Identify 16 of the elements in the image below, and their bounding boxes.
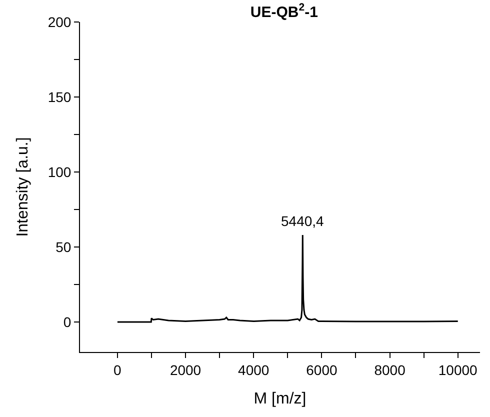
- x-tick-label: 6000: [306, 362, 338, 378]
- y-tick-label: 50: [56, 238, 72, 255]
- annotation: 5440,4: [281, 213, 324, 229]
- line-series: [116, 234, 459, 323]
- y-tick-label: 100: [48, 164, 72, 180]
- x-tick-label: 4000: [238, 362, 270, 378]
- y-tick-label: 0: [63, 314, 72, 330]
- x-tick-label: 0: [114, 362, 122, 378]
- x-tick-label: 8000: [374, 362, 406, 378]
- y-tick-label: 150: [48, 88, 72, 105]
- x-tick-label: 10000: [438, 362, 478, 378]
- x-tick-label: 2000: [170, 362, 202, 378]
- x-axis-title: M [m/z]: [254, 390, 306, 408]
- chart-title: UE-QB$^{2}$-1: [250, 1, 318, 21]
- y-axis-title: Intensity [a.u.]: [14, 137, 32, 237]
- y-tick-label: 200: [48, 14, 72, 30]
